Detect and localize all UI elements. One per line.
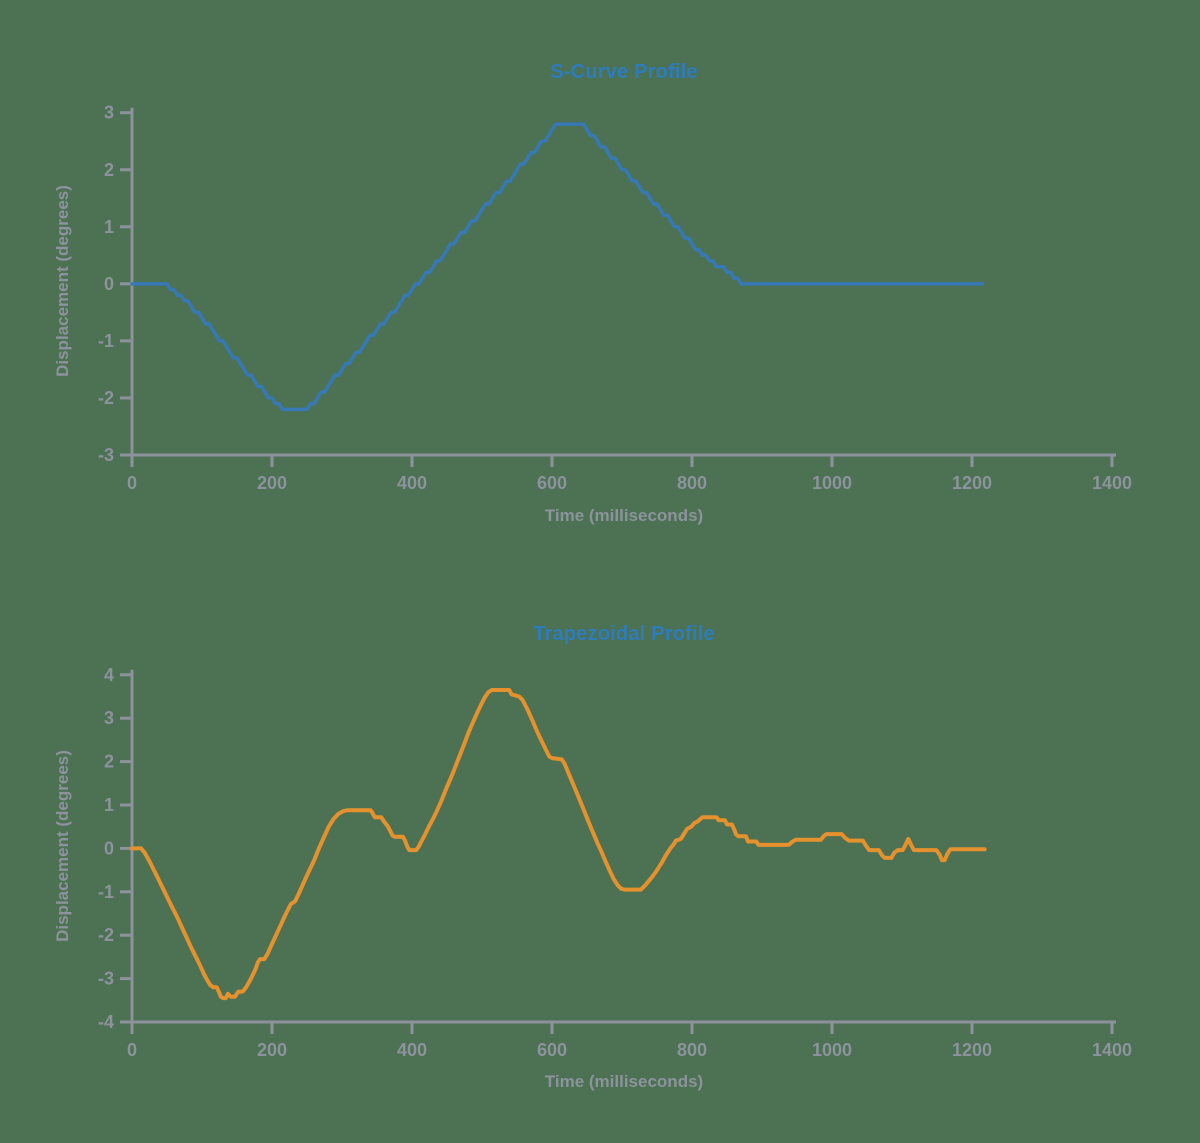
chart-1-series-line bbox=[130, 688, 987, 1001]
chart-0-series-line bbox=[130, 122, 985, 412]
chart-0-y-tick-label: 0 bbox=[104, 274, 114, 294]
chart-1-axis-line bbox=[130, 669, 1116, 1024]
s-curve-x-axis-title: Time (milliseconds) bbox=[544, 506, 704, 525]
chart-1-x-tick-label: 200 bbox=[257, 1040, 287, 1060]
chart-1-x-tick-label: 1200 bbox=[952, 1040, 992, 1060]
chart-1-y-tick-label: -1 bbox=[98, 882, 114, 902]
chart-0-y-tick-label: -2 bbox=[98, 388, 114, 408]
chart-0-y-tick-label: -3 bbox=[98, 445, 114, 465]
chart-0-x-tick-label: 600 bbox=[537, 473, 567, 493]
chart-1-x-tick-label: 1400 bbox=[1092, 1040, 1132, 1060]
chart-1-x-tick-label: 600 bbox=[537, 1040, 567, 1060]
chart-0-y-tick-label: 1 bbox=[104, 217, 114, 237]
s-curve-chart-title: S-Curve Profile bbox=[550, 61, 698, 83]
chart-0-x-tick-label: 200 bbox=[257, 473, 287, 493]
chart-0-x-tick-label: 1200 bbox=[952, 473, 992, 493]
chart-0-y-tick-label: -1 bbox=[98, 331, 114, 351]
chart-0-x-tick-label: 800 bbox=[677, 473, 707, 493]
chart-0-y-tick-label: 2 bbox=[104, 160, 114, 180]
trapezoidal-chart-title: Trapezoidal Profile bbox=[533, 623, 715, 645]
chart-0-x-tick-label: 1400 bbox=[1092, 473, 1132, 493]
trapezoidal-y-axis-title: Displacement (degrees) bbox=[53, 750, 72, 942]
s-curve-y-axis-title: Displacement (degrees) bbox=[53, 185, 72, 377]
chart-1-x-tick-label: 800 bbox=[677, 1040, 707, 1060]
chart-1-y-tick-label: 0 bbox=[104, 838, 114, 858]
chart-1-y-tick-label: -4 bbox=[98, 1012, 114, 1032]
chart-1-y-tick-label: 4 bbox=[104, 665, 114, 685]
chart-1-y-tick-label: -3 bbox=[98, 969, 114, 989]
chart-1-x-tick-label: 400 bbox=[397, 1040, 427, 1060]
chart-0-x-tick-label: 400 bbox=[397, 473, 427, 493]
chart-1-x-tick-label: 0 bbox=[127, 1040, 137, 1060]
chart-0-x-tick-label: 0 bbox=[127, 473, 137, 493]
chart-1-y-tick-label: 1 bbox=[104, 795, 114, 815]
chart-0-x-tick-label: 1000 bbox=[812, 473, 852, 493]
chart-0-y-tick-label: 3 bbox=[104, 103, 114, 123]
trapezoidal-x-axis-title: Time (milliseconds) bbox=[544, 1072, 704, 1091]
chart-1-y-tick-label: -2 bbox=[98, 925, 114, 945]
chart-1-x-tick-label: 1000 bbox=[812, 1040, 852, 1060]
chart-1-y-tick-label: 2 bbox=[104, 752, 114, 772]
chart-1-y-tick-label: 3 bbox=[104, 708, 114, 728]
